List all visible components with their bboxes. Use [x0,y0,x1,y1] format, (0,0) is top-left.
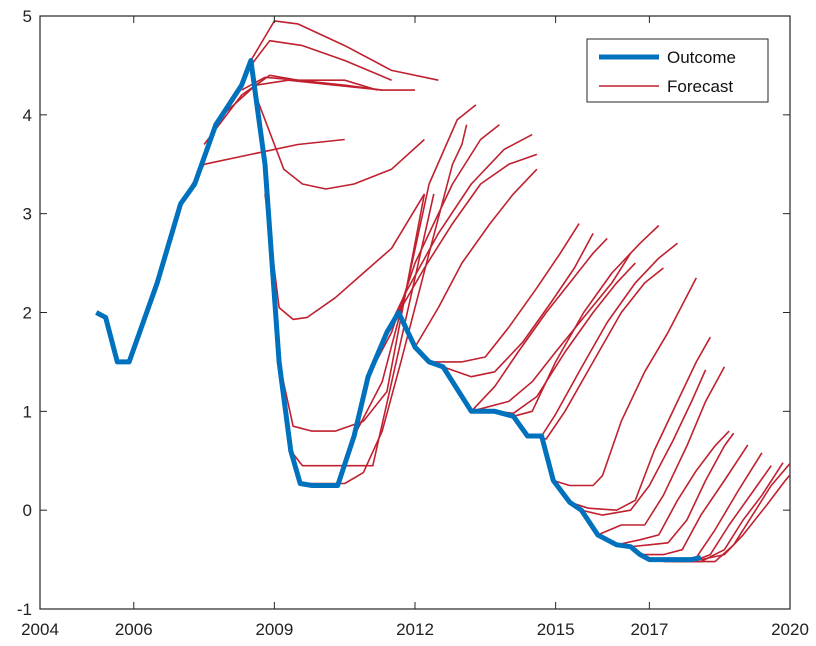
forecast-line-36 [700,473,790,561]
forecast-line-11 [300,124,468,485]
y-tick-label: 2 [23,304,32,323]
forecast-line-13 [367,124,500,378]
forecast-line-28 [597,366,726,536]
y-tick-label: 3 [23,205,32,224]
legend-label-outcome: Outcome [667,48,736,67]
forecast-line-10 [290,193,435,467]
forecast-line-23 [527,267,664,440]
axis-ticks: 2004 2006 2009 2012 2015 2017 2020 -1 0 1 2 3 4 5 [17,7,809,639]
y-tick-label: -1 [17,600,32,619]
forecast-line-25 [553,277,698,487]
forecast-line-12 [353,104,477,437]
outcome-line [95,58,702,563]
forecast-line-6 [250,20,439,81]
x-tick-label: 2004 [21,620,59,639]
y-tick-label: 5 [23,7,32,26]
forecast-line-15 [397,153,538,313]
axes-box [39,15,791,610]
forecast-line-4 [241,76,383,91]
forecast-line-8 [264,193,426,321]
x-tick-label: 2015 [537,620,575,639]
forecast-line-27 [581,369,707,516]
plot-area [39,15,791,610]
x-tick-label: 2020 [771,620,809,639]
legend-box [586,38,769,103]
forecast-line-20 [471,252,632,413]
x-tick-label: 2006 [115,620,153,639]
forecast-line-24 [540,242,678,437]
x-tick-label: 2017 [630,620,668,639]
forecast-line-22 [513,224,660,418]
forecast-line-35 [691,462,790,563]
forecast-line-14 [386,133,533,333]
forecast-line-7 [254,94,425,190]
forecast-line-21 [494,262,636,415]
y-tick-label: 1 [23,402,32,421]
forecast-line-9 [278,193,426,432]
forecast-line-29 [616,430,730,546]
x-tick-label: 2012 [396,620,434,639]
legend-label-forecast: Forecast [667,77,733,96]
y-tick-label: 0 [23,501,32,520]
x-tick-label: 2009 [255,620,293,639]
forecast-line-16 [414,168,538,348]
series-group [95,20,790,563]
forecast-line-3 [222,79,415,116]
forecast-line-17 [429,223,580,363]
legend: Outcome Forecast [586,38,769,103]
forecast-line-5 [250,39,392,81]
forecast-line-18 [442,233,594,378]
y-tick-label: 4 [23,106,32,125]
forecast-line-19 [470,237,608,412]
forecast-line-31 [640,444,749,556]
forecast-line-26 [569,336,711,512]
forecast-line-30 [630,432,735,548]
